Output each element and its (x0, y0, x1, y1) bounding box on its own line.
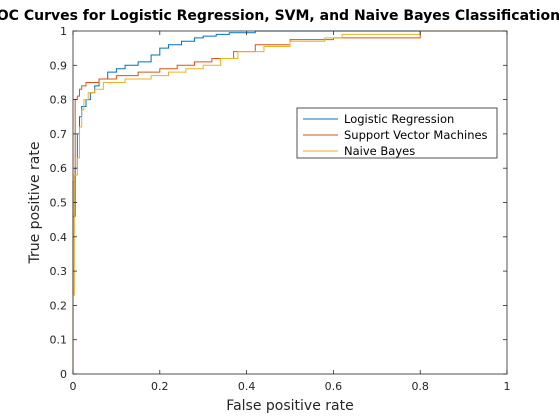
legend-label-0: Logistic Regression (344, 112, 454, 126)
series-line-0 (72, 30, 507, 374)
y-tick-label: 0.6 (50, 162, 68, 175)
x-tick-label: 0.8 (411, 380, 429, 393)
y-tick-label: 0.8 (50, 94, 68, 107)
y-tick-label: 0.5 (50, 197, 68, 210)
legend: Logistic Regression Support Vector Machin… (296, 107, 498, 159)
y-tick-label: 0.7 (50, 128, 68, 141)
x-tick-label: 0.4 (238, 380, 256, 393)
ticks-layer: 0 0.2 0.4 0.6 0.8 1 0 0.1 0.2 0.3 0.4 0.5 0.6 0.7 0.8 0… (50, 25, 511, 393)
x-tick-label: 0.2 (151, 380, 169, 393)
y-tick-label: 0 (60, 368, 67, 381)
y-tick-label: 0.3 (50, 265, 68, 278)
x-axis-label: False positive rate (226, 398, 353, 414)
chart-title: ROC Curves for Logistic Regression, SVM,… (0, 8, 560, 24)
x-tick-label: 0 (70, 380, 77, 393)
legend-label-1: Support Vector Machines (344, 128, 488, 142)
y-tick-label: 0.2 (50, 299, 68, 312)
plot-frame (72, 30, 508, 375)
plot-area (73, 31, 507, 374)
y-tick-label: 0.1 (50, 334, 68, 347)
y-tick-label: 1 (60, 25, 67, 38)
legend-box (296, 107, 498, 159)
y-axis-label: True positive rate (27, 142, 43, 265)
series-line-2 (72, 30, 507, 374)
y-tick-label: 0.4 (50, 231, 68, 244)
x-tick-label: 0.6 (325, 380, 343, 393)
x-tick-label: 1 (504, 380, 511, 393)
series-layer (72, 30, 507, 374)
y-tick-label: 0.9 (50, 59, 68, 72)
legend-label-2: Naive Bayes (344, 144, 415, 158)
